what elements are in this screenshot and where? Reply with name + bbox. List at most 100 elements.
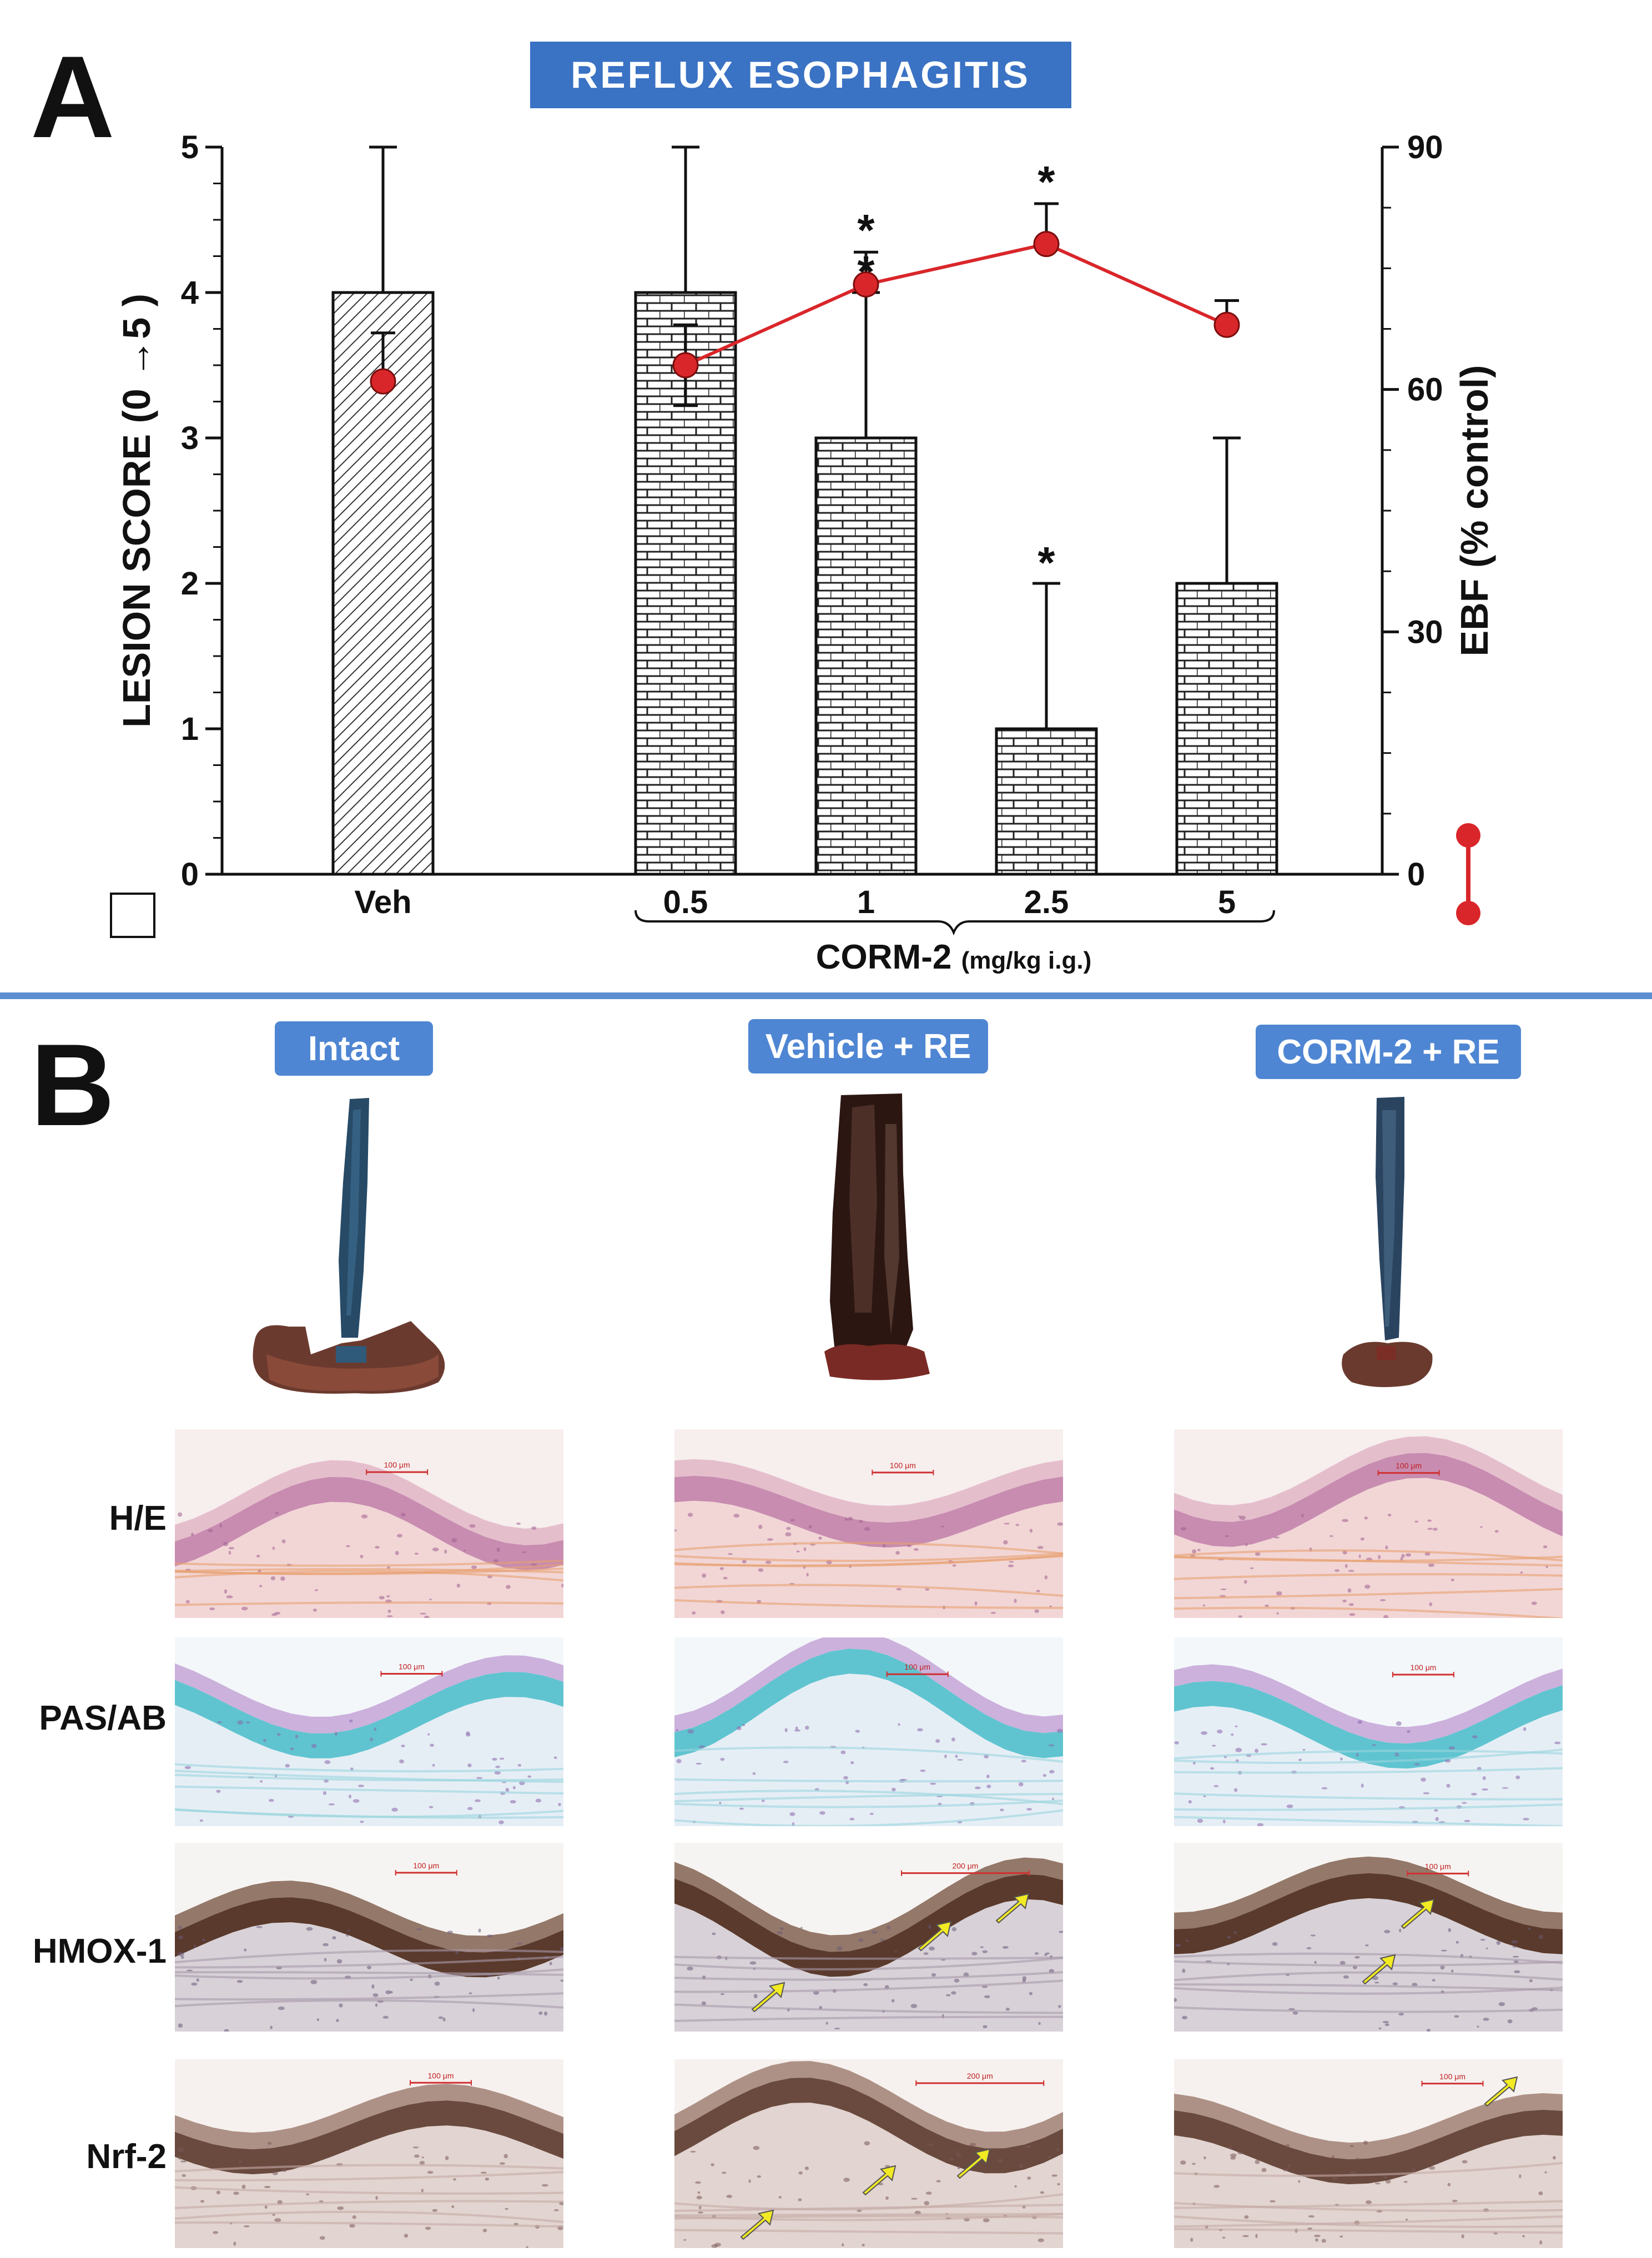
micrograph-cell — [758, 1524, 763, 1529]
micrograph-cell — [1180, 2160, 1186, 2165]
micrograph-cell — [1360, 1537, 1364, 1541]
micrograph-cell — [1383, 1615, 1389, 1618]
micrograph-cell — [191, 1982, 198, 1986]
micrograph-cell — [955, 1755, 958, 1758]
micrograph-fiber — [175, 1808, 563, 1818]
ebf-significance-marker: * — [1037, 157, 1055, 206]
micrograph-cell — [1213, 2185, 1220, 2188]
micrograph-cell — [765, 1560, 772, 1564]
micrograph-cell — [1348, 1570, 1354, 1572]
micrograph-cell — [482, 2229, 487, 2232]
micrograph-cell — [463, 1549, 466, 1551]
micrograph-cell — [1175, 1944, 1181, 1947]
micrograph-fiber — [674, 1599, 1063, 1609]
micrograph-cell — [1044, 1575, 1048, 1580]
micrograph-image: 100 μm — [674, 1429, 1063, 1618]
micrograph-epithelium — [674, 1475, 1063, 1548]
micrograph-cell — [1255, 2159, 1260, 2164]
micrograph-cell — [1406, 1553, 1412, 1557]
micrograph-cell — [178, 2156, 182, 2160]
micrograph-cell — [928, 2143, 934, 2146]
micrograph-cell — [297, 2141, 301, 2145]
micrograph-cell — [1355, 2158, 1360, 2161]
micrograph-cell — [1414, 1520, 1419, 1523]
micrograph-cell — [767, 1538, 773, 1541]
micrograph-cell — [1401, 1554, 1405, 1558]
micrograph-cell — [1543, 1545, 1548, 1549]
micrograph-cell — [400, 1513, 406, 1517]
micrograph-cell — [332, 1936, 336, 1940]
micrograph-cell — [223, 1542, 229, 1546]
micrograph-fiber — [674, 1971, 1063, 1981]
micrograph-cell — [553, 1756, 557, 1760]
micrograph-cell — [432, 1763, 435, 1767]
micrograph-cell — [558, 1802, 561, 1807]
scale-bar-label: 100 μm — [413, 1861, 439, 1870]
micrograph-cell — [281, 2168, 287, 2173]
micrograph-fiber — [175, 1971, 563, 1976]
micrograph-cell — [1308, 2215, 1314, 2218]
micrograph-keratin-layer — [175, 2084, 563, 2150]
micrograph-cell — [1000, 1808, 1004, 1812]
micrograph-cell — [1522, 2235, 1525, 2237]
micrograph-nrf2-corm2re: 100 μm — [1174, 2059, 1563, 2248]
micrograph-cell — [334, 1732, 338, 1736]
micrograph-fiber — [674, 1793, 1063, 1803]
micrograph-fiber — [1174, 1750, 1563, 1760]
micrograph-cell — [676, 1759, 682, 1763]
category-label: 0.5 — [663, 884, 708, 920]
micrograph-cell — [1482, 1788, 1488, 1791]
micrograph-cell — [522, 1551, 527, 1554]
micrograph-epithelium — [674, 1649, 1063, 1758]
micrograph-cell — [360, 1821, 364, 1823]
ebf-point — [1033, 231, 1060, 258]
micrograph-cell — [1363, 2140, 1368, 2145]
micrograph-cell — [1005, 2007, 1010, 2011]
scale-bar-label: 100 μm — [1396, 1461, 1422, 1470]
micrograph-cell — [1429, 2166, 1436, 2170]
micrograph-cell — [721, 1610, 725, 1615]
micrograph-cell — [1049, 1770, 1055, 1774]
micrograph-cell — [795, 1726, 798, 1730]
micrograph-cell — [1441, 1949, 1447, 1952]
micrograph-cell — [1045, 1952, 1050, 1954]
micrograph-keratin-layer — [175, 1460, 563, 1545]
micrograph-cell — [1539, 2240, 1543, 2245]
micrograph-cell — [698, 1745, 706, 1748]
micrograph-cell — [804, 2166, 809, 2170]
micrograph-cell — [1347, 1588, 1352, 1593]
micrograph-cell — [1051, 2174, 1058, 2177]
micrograph-cell — [1405, 2219, 1408, 2221]
micrograph-cell — [1029, 1992, 1033, 1995]
micrograph-cell — [1182, 1968, 1186, 1973]
micrograph-cell — [1539, 1934, 1543, 1939]
micrograph-cell — [1461, 2234, 1464, 2239]
micrograph-cell — [1255, 1552, 1261, 1556]
micrograph-cell — [500, 2162, 505, 2165]
micrograph-cell — [315, 1589, 318, 1591]
micrograph-cell — [527, 1775, 532, 1778]
micrograph-cell — [1412, 1983, 1418, 1987]
micrograph-cell — [538, 2011, 543, 2015]
micrograph-cell — [1502, 1787, 1509, 1789]
micrograph-cell — [974, 1601, 978, 1606]
micrograph-cell — [733, 1514, 740, 1518]
micrograph-cell — [1421, 1777, 1426, 1782]
micrograph-cell — [894, 1950, 897, 1953]
micrograph-cell — [949, 2157, 954, 2160]
micrograph-cell — [476, 1777, 483, 1780]
micrograph-epithelium — [175, 2100, 563, 2175]
micrograph-fiber — [175, 1992, 563, 2001]
micrograph-keratin-layer — [1174, 2093, 1563, 2160]
micrograph-cell — [410, 1978, 413, 1982]
micrograph-cell — [1447, 2183, 1451, 2186]
micrograph-cell — [391, 1807, 398, 1812]
micrograph-cell — [711, 2163, 714, 2166]
legend-bar-symbol — [110, 893, 155, 938]
micrograph-cell — [339, 2003, 343, 2008]
micrograph-cell — [323, 1943, 329, 1947]
legend-line-dot-top — [1456, 823, 1480, 848]
micrograph-cell — [1245, 1543, 1248, 1546]
micrograph-cell — [1238, 1615, 1243, 1618]
